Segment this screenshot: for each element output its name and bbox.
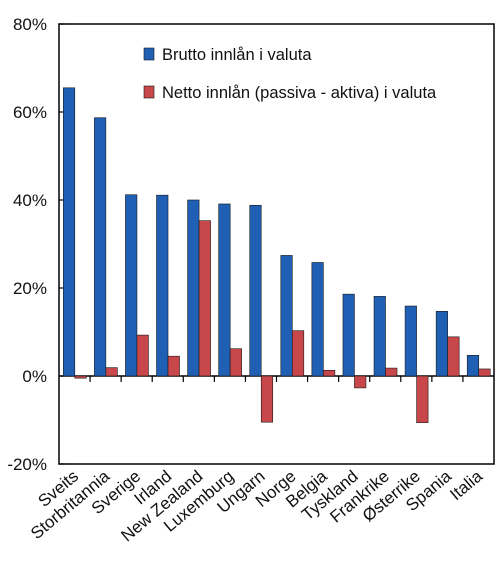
bar-netto-7 xyxy=(291,330,305,377)
legend-swatch-brutto xyxy=(143,47,155,61)
bar-brutto-0 xyxy=(62,87,76,377)
bar-netto-1 xyxy=(105,367,118,377)
y-tick-label: 40% xyxy=(13,191,47,210)
legend: Brutto innlån i valuta Netto innlån (pass… xyxy=(143,46,437,102)
legend-swatch-netto xyxy=(143,85,155,99)
bar-netto-8 xyxy=(323,369,336,377)
bar-netto-6 xyxy=(260,375,274,423)
bar-brutto-9 xyxy=(342,293,355,377)
bar-netto-11 xyxy=(416,375,429,423)
bar-brutto-10 xyxy=(373,296,386,377)
bar-netto-10 xyxy=(385,367,398,377)
bar-brutto-4 xyxy=(187,199,200,377)
bar-brutto-3 xyxy=(156,194,169,377)
y-tick-label: 60% xyxy=(13,103,47,122)
bar-brutto-12 xyxy=(435,311,448,377)
bar-netto-13 xyxy=(478,368,491,377)
bar-netto-5 xyxy=(229,348,242,377)
bar-brutto-8 xyxy=(311,262,324,377)
bar-netto-9 xyxy=(354,375,367,389)
bar-netto-12 xyxy=(447,336,460,377)
y-tick-label: 20% xyxy=(13,279,47,298)
legend-label-brutto: Brutto innlån i valuta xyxy=(162,46,312,64)
y-tick-label: 0% xyxy=(22,367,47,386)
x-tick-label: Italia xyxy=(446,466,486,504)
bar-netto-3 xyxy=(167,355,180,377)
bar-brutto-13 xyxy=(466,355,480,377)
bar-brutto-7 xyxy=(280,255,293,377)
y-axis: -20% 0% 20% 40% 60% 80% xyxy=(7,15,65,474)
bar-netto-4 xyxy=(198,220,211,377)
y-tick-label: -20% xyxy=(7,455,47,474)
bar-netto-0 xyxy=(74,375,87,379)
y-tick-label: 80% xyxy=(13,15,47,34)
plot-area-frame xyxy=(58,23,495,465)
bar-series-group xyxy=(62,87,491,423)
bar-netto-2 xyxy=(136,334,149,377)
bar-brutto-11 xyxy=(404,305,417,377)
bar-brutto-2 xyxy=(125,194,138,377)
bar-brutto-6 xyxy=(249,204,262,377)
bar-brutto-1 xyxy=(94,117,107,377)
bar-brutto-5 xyxy=(218,203,231,377)
legend-label-netto: Netto innlån (passiva - aktiva) i valuta xyxy=(162,84,437,102)
